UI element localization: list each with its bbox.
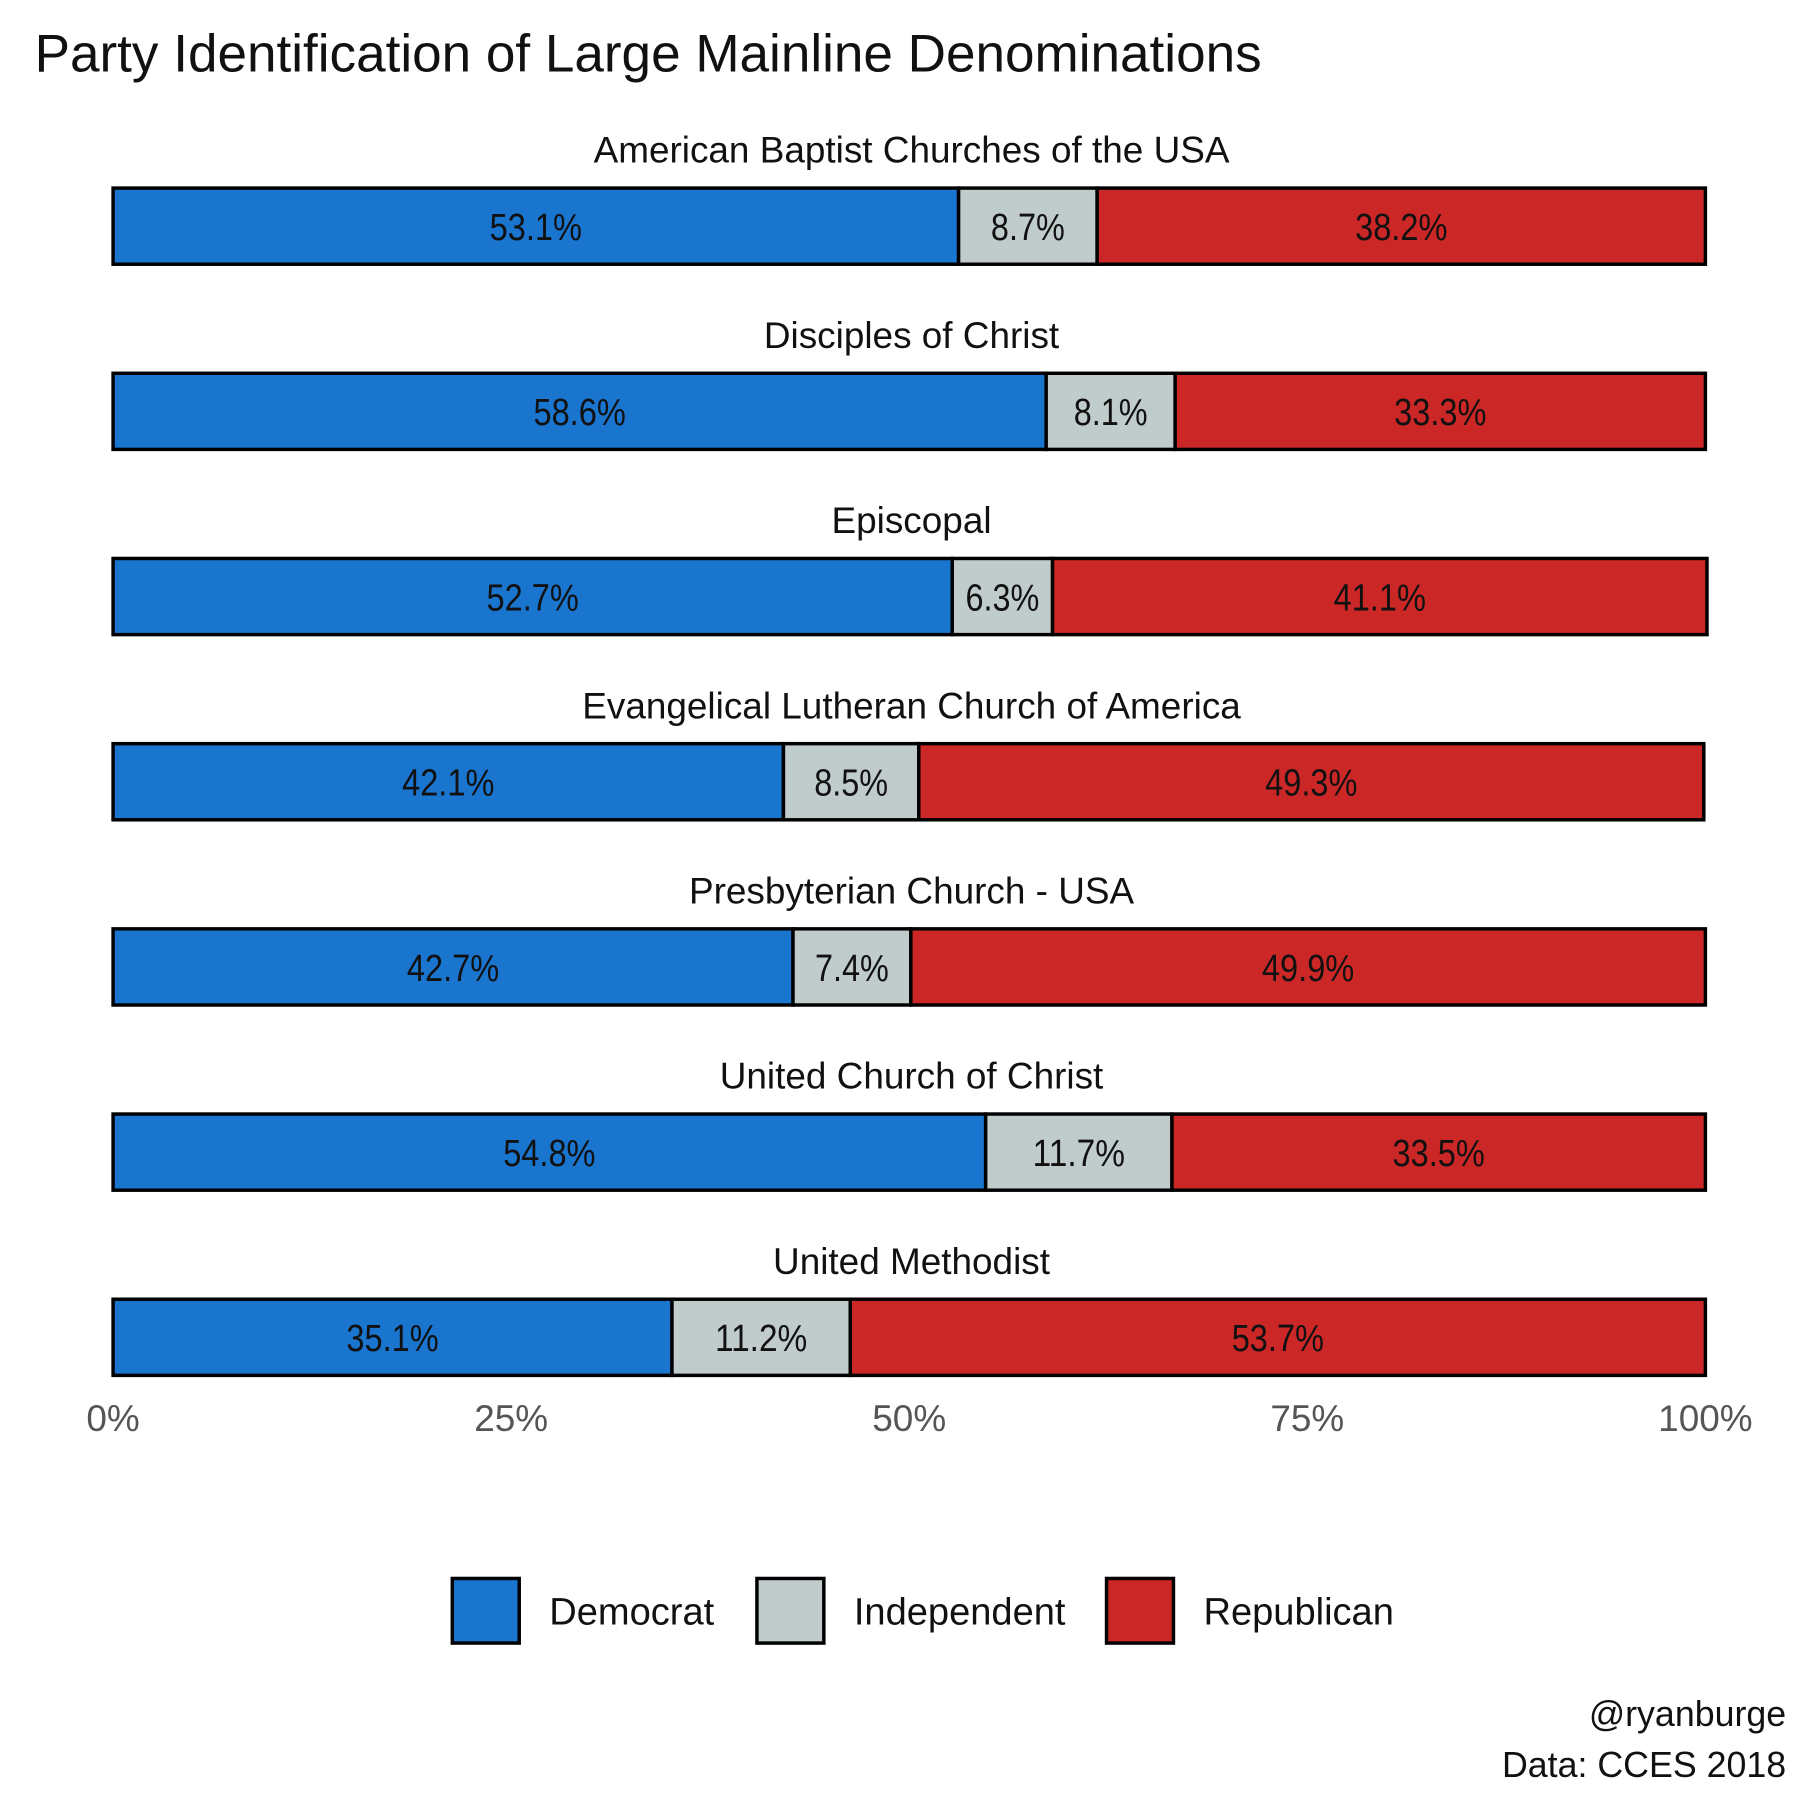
data-label: 8.5% [814,763,888,805]
bar-segment-republican [1170,1112,1708,1192]
data-label: 8.1% [1074,392,1148,434]
data-label: 7.4% [815,948,889,990]
data-label: 11.7% [1033,1133,1125,1175]
x-tick-label: 50% [872,1398,946,1439]
legend-swatch [1104,1576,1176,1645]
data-label: 33.5% [1393,1133,1485,1175]
panel: Presbyterian Church - USA 42.7% 7.4% 49.9% [111,870,1708,1007]
data-label: 35.1% [346,1318,438,1360]
legend-item-republican: Republican [1104,1576,1394,1645]
x-tick-label: 25% [474,1398,548,1439]
legend-item-democrat: Democrat [450,1576,715,1645]
bar-segment-democrat [111,1112,988,1192]
bar-segment-independent [956,186,1099,266]
bar-segment-republican [909,927,1708,1007]
panel-title: United Church of Christ [720,1056,1104,1097]
data-label: 38.2% [1355,207,1447,249]
bar-segment-independent [1044,371,1177,452]
bar-segment-democrat [111,741,786,822]
legend-label: Republican [1203,1592,1393,1634]
panel: Disciples of Christ 58.6% 8.1% 33.3% [111,315,1708,452]
panel-title: American Baptist Churches of the USA [594,130,1230,171]
data-label: 53.1% [490,207,582,249]
bar-segment-independent [983,1112,1174,1192]
bar-segment-republican [1050,556,1709,637]
bar-segment-democrat [111,1297,674,1378]
x-tick-label: 75% [1270,1398,1344,1439]
bar-segment-republican [1095,186,1708,266]
data-label: 42.7% [407,948,499,990]
panel: United Methodist 35.1% 11.2% 53.7% [111,1241,1708,1378]
data-label: 33.3% [1394,392,1486,434]
x-tick-label: 0% [86,1398,139,1439]
data-label: 52.7% [486,577,578,619]
data-label: 49.9% [1262,948,1354,990]
panel: American Baptist Churches of the USA 53.1… [111,130,1708,266]
bar-segment-republican [1173,371,1708,452]
data-label: 41.1% [1334,577,1426,619]
panel: United Church of Christ 54.8% 11.7% 33.5% [111,1056,1708,1192]
legend-label: Independent [854,1592,1066,1634]
caption-source: Data: CCES 2018 [1502,1745,1786,1785]
data-label: 6.3% [965,577,1039,619]
panel-title: Episcopal [832,500,992,541]
panel-title: Evangelical Lutheran Church of America [582,685,1241,726]
bar-segment-democrat [111,186,961,266]
data-label: 11.2% [715,1318,807,1360]
bar-segment-republican [917,741,1706,822]
bar-segment-republican [848,1297,1708,1378]
chart-title: Party Identification of Large Mainline D… [35,25,1262,84]
caption-handle: @ryanburge [1589,1694,1786,1734]
panel: Evangelical Lutheran Church of America 42… [111,685,1706,822]
bar-segment-independent [670,1297,853,1378]
x-tick-label: 100% [1658,1398,1752,1439]
data-label: 49.3% [1265,763,1357,805]
legend-label: Democrat [549,1592,714,1634]
panel-title: Presbyterian Church - USA [689,870,1134,911]
data-label: 42.1% [402,763,494,805]
data-label: 54.8% [503,1133,595,1175]
legend-swatch [755,1576,826,1645]
bar-segment-independent [791,927,913,1007]
legend-swatch [450,1576,521,1645]
data-label: 58.6% [533,392,625,434]
panel-title: United Methodist [773,1241,1050,1282]
panel-title: Disciples of Christ [764,315,1059,356]
data-label: 8.7% [991,207,1065,249]
data-label: 53.7% [1232,1318,1324,1360]
legend-item-independent: Independent [755,1576,1066,1645]
panel: Episcopal 52.7% 6.3% 41.1% [111,500,1709,637]
bar-segment-democrat [111,556,954,637]
bar-segment-democrat [111,927,795,1007]
bar-segment-independent [950,556,1055,637]
